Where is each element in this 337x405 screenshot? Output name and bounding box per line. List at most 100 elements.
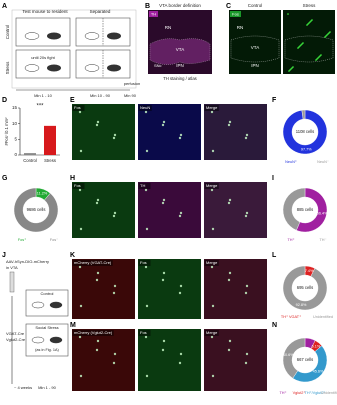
donut-segment	[282, 265, 328, 311]
label: 45.6%	[313, 370, 324, 374]
label: L	[272, 252, 277, 259]
label: 7.4%	[305, 269, 314, 273]
cell	[79, 304, 83, 308]
cell	[113, 211, 117, 215]
cell	[228, 198, 232, 202]
label: E	[70, 97, 75, 104]
label: Merge	[206, 105, 218, 110]
label: AAV-hSyn-DIO-mCherry	[6, 259, 49, 264]
tag	[72, 105, 85, 111]
micrograph	[72, 329, 135, 391]
cell	[178, 136, 182, 140]
cell	[96, 198, 100, 202]
label: NeuN⁻	[317, 160, 329, 164]
cell	[112, 291, 116, 295]
cell	[79, 149, 83, 153]
syringe	[9, 271, 15, 293]
micrograph	[72, 259, 135, 319]
label: mCherry (Vglut2-Cre)	[74, 330, 113, 335]
cell	[289, 69, 291, 71]
micrograph	[204, 182, 267, 238]
label: VTA border definition	[159, 3, 201, 8]
micrograph	[204, 329, 267, 391]
cell	[299, 45, 301, 47]
cell	[78, 265, 82, 269]
cell	[316, 58, 318, 60]
micrograph	[204, 259, 267, 319]
micrograph	[283, 10, 335, 74]
label: Unidentified	[321, 391, 337, 395]
cell	[211, 149, 215, 153]
panel-frame	[11, 9, 137, 89]
cell	[144, 188, 148, 192]
cell	[79, 227, 83, 231]
cell	[112, 214, 116, 218]
label: 5	[14, 137, 17, 142]
label: IPN	[251, 63, 259, 68]
cell	[302, 42, 304, 44]
vta-outline	[149, 38, 211, 65]
cell	[310, 20, 312, 22]
cell	[287, 13, 289, 15]
label: TH	[151, 11, 156, 16]
tag	[204, 183, 219, 189]
cell	[211, 304, 215, 308]
label: TH staining / atlas	[163, 76, 197, 81]
label: 56.4%	[317, 211, 328, 215]
micrograph	[138, 182, 201, 238]
label: G	[2, 175, 8, 182]
cell	[145, 149, 149, 153]
micrograph	[229, 10, 281, 74]
label: J	[2, 252, 6, 259]
label: Control	[23, 158, 37, 163]
vta-outline	[230, 35, 280, 63]
label: K	[70, 252, 75, 259]
cell	[292, 66, 294, 68]
label: C	[226, 3, 231, 10]
label: Fos	[74, 105, 81, 110]
label: TH⁺ VGAT⁺	[281, 315, 301, 319]
label: 1108 cells	[296, 129, 315, 134]
mouse	[49, 336, 63, 344]
label: TH⁺	[279, 391, 286, 395]
cell	[79, 374, 83, 378]
vta-outline	[284, 35, 334, 63]
cell	[308, 22, 310, 24]
label: Fos	[140, 330, 147, 335]
micrograph	[138, 259, 201, 319]
tag	[138, 330, 151, 336]
label: 11.2%	[37, 192, 48, 196]
cell	[95, 348, 99, 352]
cell	[78, 110, 82, 114]
cell	[307, 23, 309, 25]
label: Control	[5, 25, 10, 40]
label: #Fos⁺/0.1 mm²	[4, 117, 9, 146]
cell	[290, 68, 292, 70]
cell	[227, 348, 231, 352]
label: 10	[12, 121, 18, 126]
label: Stress	[44, 158, 56, 163]
label: Vglut2⁺	[293, 391, 306, 395]
label: 97.7%	[301, 147, 312, 151]
cell	[113, 133, 117, 137]
label: Min 90	[124, 93, 137, 98]
label: mCherry (VGAT-Cre)	[74, 260, 112, 265]
mouse	[84, 64, 100, 72]
label: IPN	[176, 63, 184, 68]
label: 695 cells	[297, 285, 314, 290]
cell	[210, 335, 214, 339]
cell	[318, 56, 320, 58]
label: VTA	[251, 45, 259, 50]
cell	[228, 120, 232, 124]
cell	[112, 136, 116, 140]
mouse	[47, 64, 61, 72]
cell	[317, 57, 319, 59]
cell	[95, 201, 99, 205]
label: 92.8%	[296, 303, 307, 307]
cell	[227, 278, 231, 282]
cell	[324, 36, 326, 38]
label: Fos	[74, 183, 81, 188]
cell	[228, 339, 232, 343]
tag	[72, 260, 113, 266]
cell	[179, 133, 183, 137]
